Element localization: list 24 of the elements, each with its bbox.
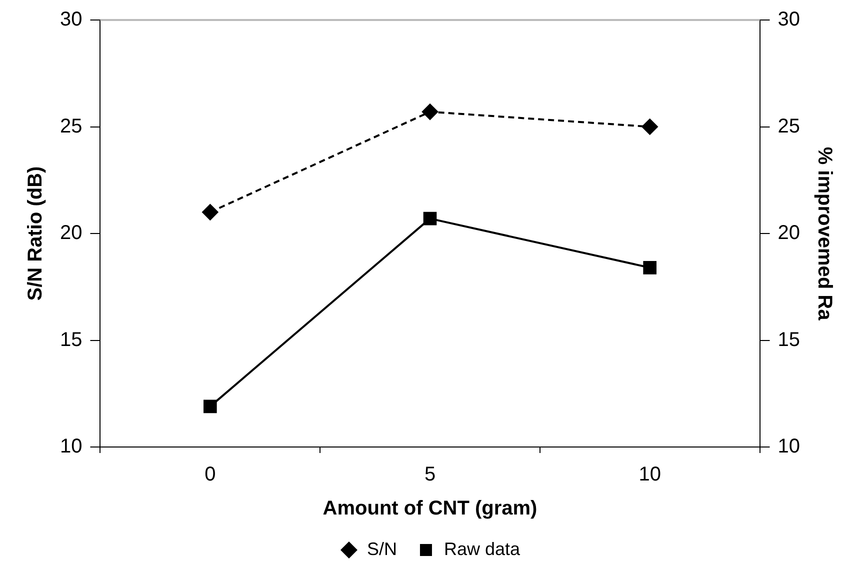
x-tick-label: 5 [424,464,436,486]
legend-label: Raw data [444,538,522,559]
point [202,204,218,220]
y-tick-label: 15 [60,328,82,351]
y2-axis-title: % improvemed Ra [813,146,836,322]
y-tick-label: 30 [60,8,82,31]
y2-tick-label: 20 [778,222,800,244]
y-axis-title: S/N Ratio (dB) [24,166,47,301]
point [642,118,658,135]
y2-tick-label: 25 [778,115,800,138]
y2-tick-label: 15 [778,328,800,351]
point [422,104,438,120]
y2-tick-label: 30 [778,8,800,31]
y-tick-label: 10 [60,436,82,458]
point [423,212,437,226]
y-tick-label: 20 [60,222,82,244]
x-axis-title: Amount of CNT (gram) [322,498,538,520]
y2-tick-label: 10 [778,436,800,458]
x-tick-label: 10 [638,464,661,486]
point [204,400,217,414]
x-tick-label: 0 [204,464,216,486]
legend-label: S/N [366,538,397,559]
point [643,261,656,274]
y-tick-label: 25 [60,115,82,138]
